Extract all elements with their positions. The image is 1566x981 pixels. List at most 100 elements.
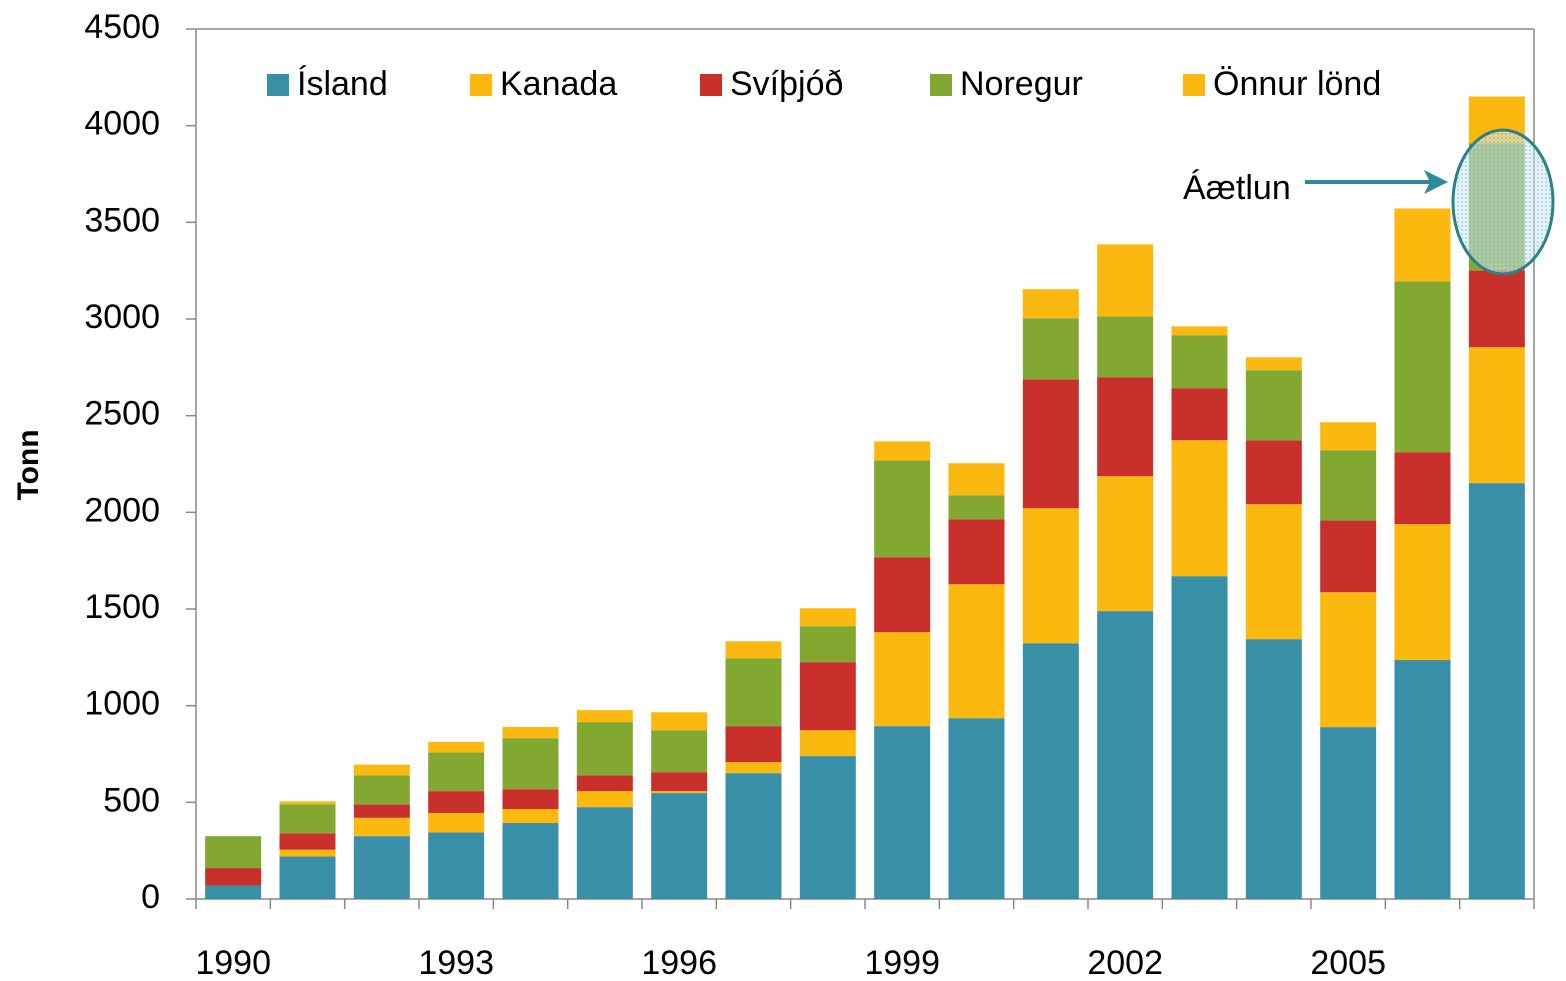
y-tick-label: 2000 bbox=[84, 491, 160, 529]
bar-segment bbox=[799, 662, 856, 731]
bar-segment bbox=[576, 775, 633, 792]
bar-segment bbox=[1468, 270, 1525, 348]
bar-segment bbox=[874, 460, 931, 558]
bar-segment bbox=[1097, 611, 1154, 899]
bar-segment bbox=[948, 584, 1005, 719]
bar-segment bbox=[1320, 422, 1377, 451]
bar-segment bbox=[279, 804, 336, 834]
bar-segment bbox=[502, 823, 559, 899]
bar-segment bbox=[1320, 727, 1377, 899]
x-tick-label: 1996 bbox=[641, 944, 717, 981]
x-tick-label: 1999 bbox=[864, 944, 940, 981]
bar-segment bbox=[874, 557, 931, 633]
bar-segment bbox=[428, 791, 485, 813]
legend-swatch bbox=[470, 74, 492, 96]
legend-swatch bbox=[700, 74, 722, 96]
bar-segment bbox=[874, 441, 931, 461]
bar-segment bbox=[874, 726, 931, 899]
bar-segment bbox=[353, 804, 410, 818]
bar-segment bbox=[725, 773, 782, 899]
bar-segment bbox=[1245, 639, 1302, 899]
bar-segment bbox=[799, 756, 856, 899]
bar-segment bbox=[205, 836, 262, 869]
bar-segment bbox=[428, 752, 485, 792]
bar-segment bbox=[428, 812, 485, 833]
bar-segment bbox=[1022, 508, 1079, 644]
bar-segment bbox=[799, 626, 856, 663]
x-tick-label: 2005 bbox=[1310, 944, 1386, 981]
bar-segment bbox=[1022, 379, 1079, 509]
y-tick-label: 1500 bbox=[84, 588, 160, 626]
bar-segment bbox=[1320, 592, 1377, 728]
legend-swatch bbox=[267, 74, 289, 96]
bar-segment bbox=[1245, 440, 1302, 505]
y-tick-label: 2500 bbox=[84, 395, 160, 433]
bar-segment bbox=[1320, 520, 1377, 593]
y-tick-label: 3000 bbox=[84, 298, 160, 336]
bar-segment bbox=[1468, 347, 1525, 484]
bar-segment bbox=[1245, 357, 1302, 371]
bar-segment bbox=[651, 772, 708, 792]
bar-segment bbox=[353, 817, 410, 837]
bar-segment bbox=[205, 885, 262, 899]
bar-segment bbox=[1171, 326, 1228, 336]
bar-segment bbox=[1245, 370, 1302, 441]
bar-segment bbox=[725, 762, 782, 774]
y-tick-label: 1000 bbox=[84, 685, 160, 723]
bar-segment bbox=[502, 789, 559, 810]
bar-segment bbox=[948, 463, 1005, 496]
bar-segment bbox=[948, 495, 1005, 520]
legend-swatch bbox=[930, 74, 952, 96]
legend-label: Svíþjóð bbox=[730, 65, 843, 103]
annotation: Áætlun bbox=[1183, 169, 1291, 207]
bar-segment bbox=[1171, 335, 1228, 389]
bar-segment bbox=[651, 730, 708, 773]
bar-segment bbox=[205, 868, 262, 886]
bar-segment bbox=[651, 791, 708, 794]
bar-segment bbox=[1022, 289, 1079, 319]
annotation-ellipse bbox=[1451, 128, 1555, 276]
bar-segment bbox=[1097, 476, 1154, 612]
bar-segment bbox=[1394, 208, 1451, 282]
bar-segment bbox=[874, 632, 931, 727]
bar-segment bbox=[1022, 318, 1079, 380]
bar-segment bbox=[279, 856, 336, 899]
bar-segment bbox=[1097, 244, 1154, 317]
x-tick-label: 1993 bbox=[418, 944, 494, 981]
bar-segment bbox=[1394, 452, 1451, 525]
bar-segment bbox=[799, 608, 856, 627]
bar-segment bbox=[576, 722, 633, 776]
y-axis-label: Tonn bbox=[12, 429, 45, 500]
bar-segment bbox=[428, 741, 485, 753]
bar-segment bbox=[502, 738, 559, 790]
legend-label: Ísland bbox=[297, 65, 388, 103]
y-tick-label: 500 bbox=[103, 781, 160, 819]
bar-segment bbox=[353, 836, 410, 899]
bar-segment bbox=[279, 849, 336, 857]
legend-label: Noregur bbox=[960, 65, 1083, 103]
bar-segment bbox=[1394, 281, 1451, 453]
bar-segment bbox=[279, 801, 336, 805]
bar-segment bbox=[576, 710, 633, 723]
bar-segment bbox=[576, 807, 633, 899]
bar-segment bbox=[725, 641, 782, 659]
bar-segment bbox=[1022, 643, 1079, 899]
bar-segment bbox=[1394, 660, 1451, 899]
bar-segment bbox=[651, 793, 708, 899]
legend-swatch bbox=[1183, 74, 1205, 96]
arrow-head bbox=[1424, 170, 1448, 194]
bar-segment bbox=[799, 730, 856, 757]
bar-segment bbox=[1171, 576, 1228, 899]
y-tick-label: 4000 bbox=[84, 105, 160, 143]
bar-segment bbox=[576, 791, 633, 808]
bar-segment bbox=[279, 833, 336, 850]
y-tick-label: 3500 bbox=[84, 201, 160, 239]
bar-segment bbox=[725, 726, 782, 763]
bar-segment bbox=[1171, 440, 1228, 577]
bar-segment bbox=[1171, 388, 1228, 441]
bar-segment bbox=[502, 726, 559, 739]
bar-segment bbox=[948, 519, 1005, 585]
x-tick-label: 2002 bbox=[1087, 944, 1163, 981]
y-tick-label: 4500 bbox=[84, 8, 160, 46]
